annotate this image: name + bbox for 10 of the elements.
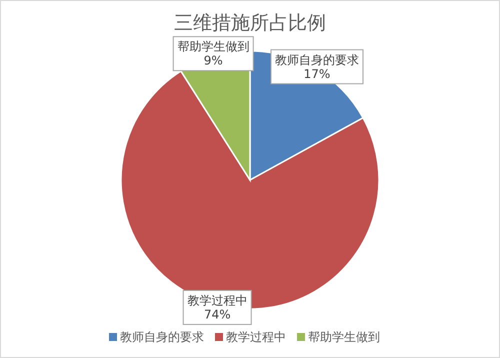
data-label: 9% xyxy=(204,54,223,68)
chart-title: 三维措施所占比例 xyxy=(174,12,326,34)
legend-label: 帮助学生做到 xyxy=(308,330,380,344)
slice-label: 教师自身的要求 xyxy=(274,52,359,67)
data-label: 17% xyxy=(304,66,330,81)
data-label: 74% xyxy=(204,307,231,322)
legend-label: 教学过程中 xyxy=(226,330,286,344)
legend-label: 教师自身的要求 xyxy=(120,330,204,344)
slice-label: 教学过程中 xyxy=(187,293,248,308)
slice-label: 帮助学生做到 xyxy=(177,40,250,54)
